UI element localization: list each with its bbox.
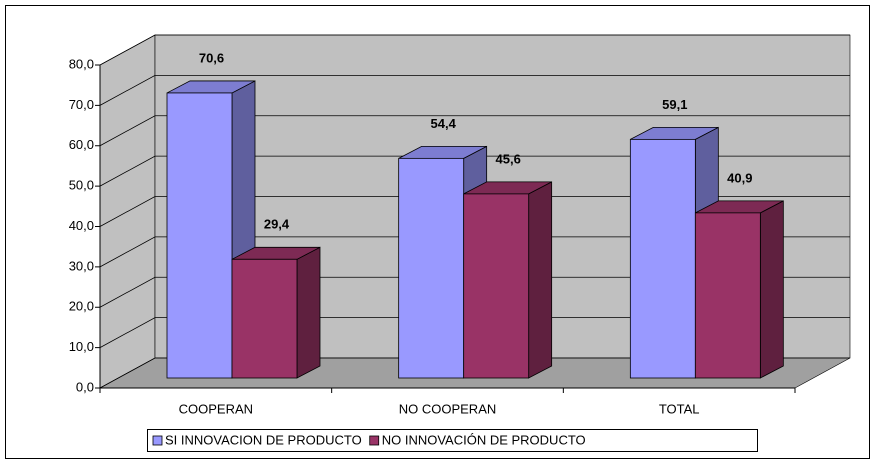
grid-line <box>99 155 850 187</box>
x-tick-label: NO COOPERAN <box>399 401 497 416</box>
y-tick-label: 40,0 <box>69 218 94 233</box>
legend-label: NO INNOVACIÓN DE PRODUCTO <box>382 432 586 447</box>
grid-line <box>99 115 850 147</box>
y-tick-label: 80,0 <box>69 56 94 71</box>
bar-side <box>296 246 321 379</box>
value-label: 70,6 <box>199 50 224 65</box>
value-label: 45,6 <box>496 151 521 166</box>
y-tick-label: 10,0 <box>69 339 94 354</box>
y-tick-label: 0,0 <box>76 379 94 394</box>
legend-swatch <box>369 435 380 446</box>
legend-label: SI INNOVACION DE PRODUCTO <box>165 432 362 447</box>
grid-line <box>99 74 850 106</box>
y-tick-label: 60,0 <box>69 137 94 152</box>
bar-side <box>528 181 553 379</box>
bar-side <box>759 200 784 379</box>
bar <box>166 92 233 379</box>
bar <box>231 258 298 379</box>
legend-swatch <box>152 435 163 446</box>
value-label: 40,9 <box>727 170 752 185</box>
y-tick-label: 70,0 <box>69 97 94 112</box>
grid-line <box>99 317 850 348</box>
y-tick-label: 30,0 <box>69 258 94 273</box>
bar <box>694 212 761 379</box>
x-tick-label: TOTAL <box>659 401 700 416</box>
value-label: 54,4 <box>431 116 457 131</box>
bar <box>463 193 530 379</box>
y-tick-label: 50,0 <box>69 178 94 193</box>
y-tick-label: 20,0 <box>69 299 94 314</box>
grid-line <box>99 236 850 268</box>
legend-box <box>147 429 758 452</box>
bar <box>629 138 696 379</box>
value-label: 29,4 <box>264 217 290 232</box>
grid-line <box>99 34 850 66</box>
x-tick-label: COOPERAN <box>179 401 253 416</box>
value-label: 59,1 <box>662 97 687 112</box>
grid-line <box>99 357 850 389</box>
grid-line <box>99 196 850 227</box>
grid-line <box>99 276 850 308</box>
legend: SI INNOVACION DE PRODUCTO NO INNOVACIÓN D… <box>147 429 758 452</box>
bar <box>398 157 465 379</box>
